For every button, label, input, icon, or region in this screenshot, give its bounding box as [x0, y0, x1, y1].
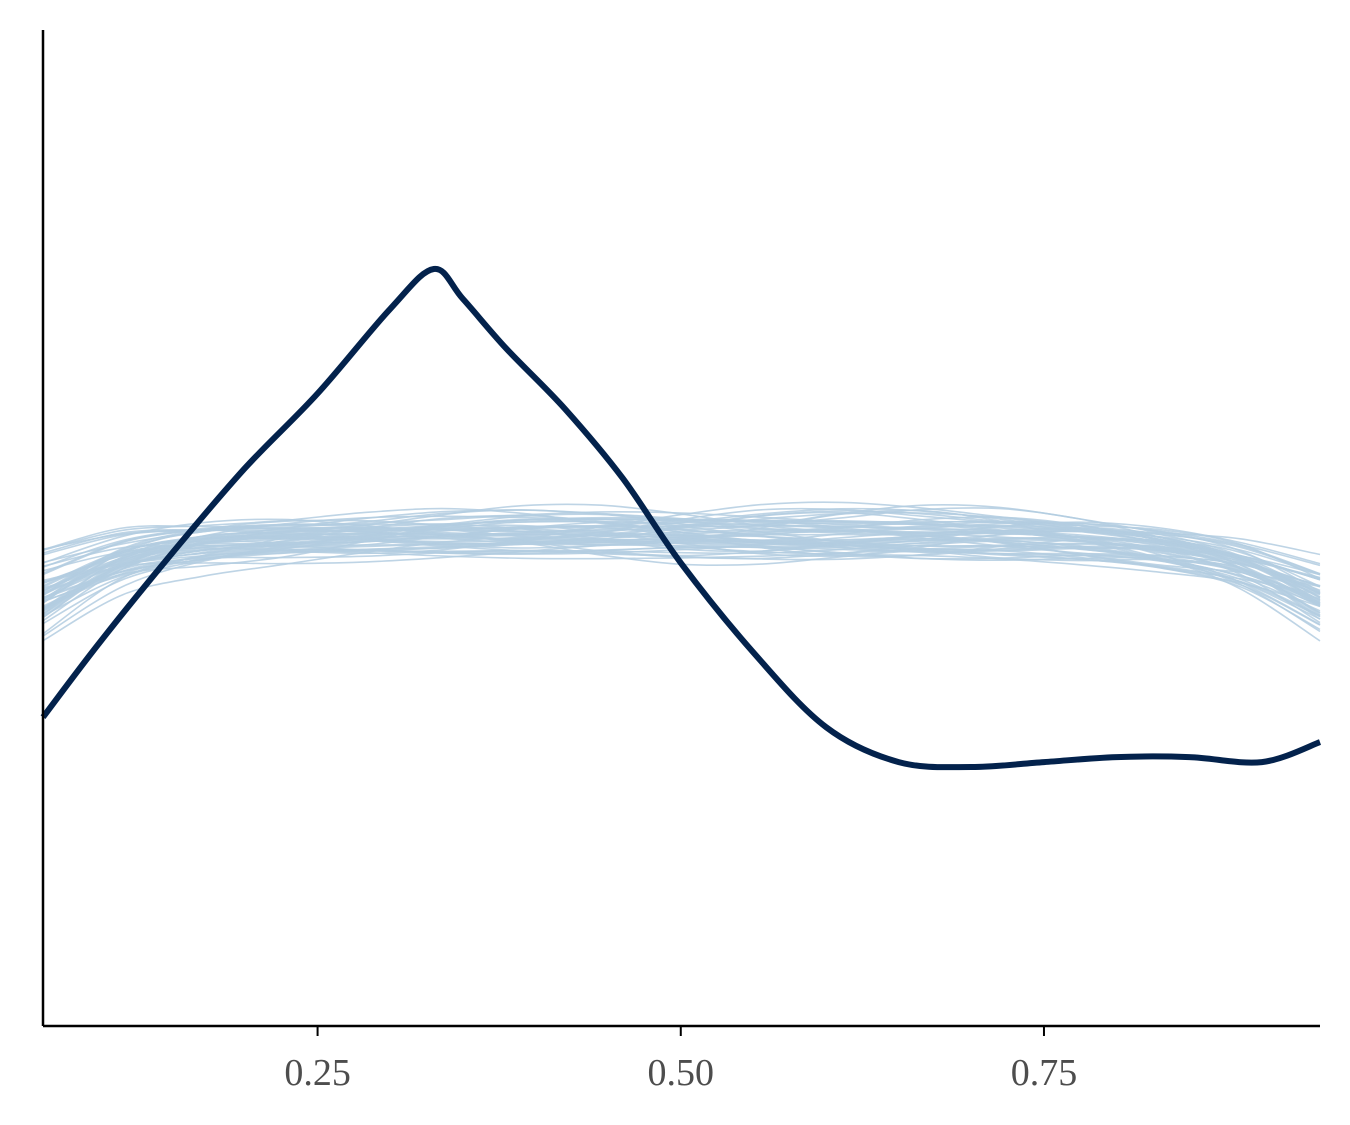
replicate-density-line — [42, 536, 1321, 642]
x-tick-label: 0.50 — [648, 1052, 715, 1094]
replicate-density-line — [42, 501, 1321, 605]
replicate-density-lines — [42, 501, 1321, 642]
replicate-density-line — [42, 523, 1321, 608]
replicate-density-line — [42, 540, 1321, 611]
replicate-density-line — [42, 526, 1321, 595]
x-tick-label: 0.75 — [1011, 1052, 1078, 1094]
replicate-density-line — [42, 521, 1321, 596]
replicate-density-line — [42, 525, 1321, 626]
replicate-density-line — [42, 519, 1321, 604]
x-tick-label: 0.25 — [284, 1052, 351, 1094]
replicate-density-line — [42, 513, 1321, 605]
x-axis-ticks: 0.25 0.50 0.75 — [284, 1026, 1077, 1094]
observed-density-line-group — [40, 266, 1322, 771]
observed-density-line — [40, 266, 1322, 771]
replicate-density-line — [42, 543, 1321, 631]
